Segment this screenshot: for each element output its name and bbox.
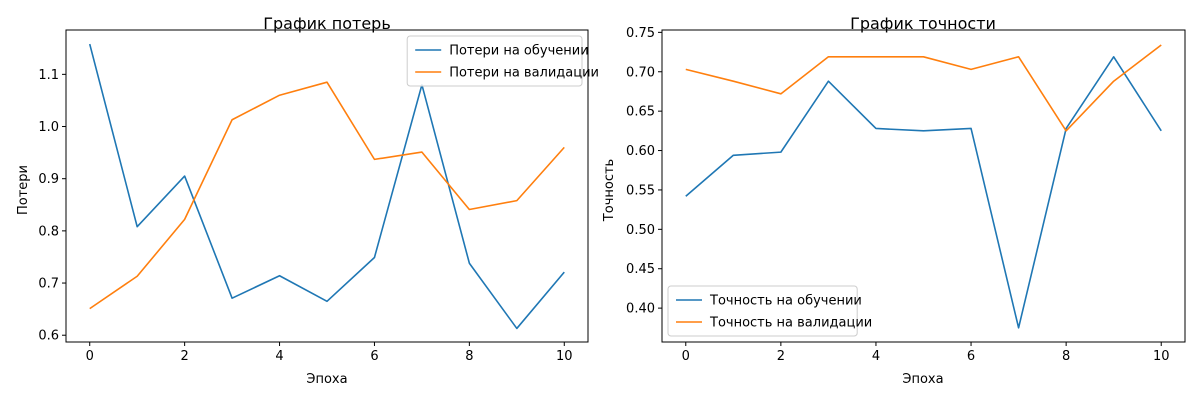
accuracy-chart-marks: 0 2 4 6 8 10 0.40 0.45 0.50 0.55 0.60 0.65 0.70 0.75 <box>626 26 1169 364</box>
loss-chart-ytick-label: 0.8 <box>38 224 59 239</box>
loss-chart-ytick-label: 1.0 <box>38 120 59 135</box>
loss-chart-ytick-label: 1.1 <box>38 68 59 83</box>
accuracy-chart-xlabel: Эпоха <box>902 372 943 387</box>
accuracy-chart-xtick-label: 10 <box>1153 349 1170 364</box>
accuracy-chart-xtick-label: 0 <box>682 349 690 364</box>
accuracy-chart: График точности Эпоха Точность 0 2 4 6 8 10 0.… <box>602 14 1186 387</box>
loss-chart-ylabel: Потери <box>16 165 31 215</box>
loss-chart-legend: Потери на обучении Потери на валидации <box>406 35 599 87</box>
accuracy-chart-title: График точности <box>850 14 996 33</box>
loss-chart-title: График потерь <box>263 14 391 33</box>
accuracy-chart-legend-box <box>667 285 858 337</box>
accuracy-chart-ytick-label: 0.50 <box>626 223 655 238</box>
loss-chart-xtick-label: 10 <box>556 349 573 364</box>
accuracy-chart-ytick-label: 0.65 <box>626 105 655 120</box>
accuracy-chart-xtick-label: 6 <box>967 349 975 364</box>
accuracy-chart-ytick-label: 0.40 <box>626 302 655 317</box>
accuracy-chart-frame <box>661 29 1186 343</box>
accuracy-chart-series-line-0 <box>685 55 1162 329</box>
accuracy-chart-xtick-label: 8 <box>1062 349 1070 364</box>
loss-chart-legend-box <box>406 35 583 87</box>
loss-chart-marks: 0 2 4 6 8 10 0.6 0.7 0.8 0.9 1.0 1.1 <box>38 43 573 364</box>
loss-chart-xtick-label: 6 <box>370 349 378 364</box>
accuracy-chart-xtick-label: 2 <box>777 349 785 364</box>
loss-chart-ytick-label: 0.9 <box>38 172 59 187</box>
loss-chart-xlabel: Эпоха <box>306 372 347 387</box>
accuracy-chart-ytick-label: 0.70 <box>626 65 655 80</box>
accuracy-chart-series-line-1 <box>685 44 1162 132</box>
accuracy-chart-ytick-label: 0.75 <box>626 26 655 41</box>
accuracy-chart-ytick-label: 0.45 <box>626 262 655 277</box>
loss-chart-ytick-label: 0.7 <box>38 277 59 292</box>
loss-chart-xtick-label: 4 <box>275 349 283 364</box>
loss-chart-legend-label: Потери на валидации <box>449 66 599 81</box>
accuracy-chart-ylabel: Точность <box>602 159 617 222</box>
loss-chart: График потерь Эпоха Потери 0 2 4 6 8 10 0.6 0.7… <box>16 14 599 387</box>
accuracy-chart-legend-label: Точность на обучении <box>709 294 862 309</box>
loss-chart-series-line-0 <box>88 43 565 330</box>
loss-chart-ytick-label: 0.6 <box>38 329 59 344</box>
loss-chart-xtick-label: 2 <box>180 349 188 364</box>
loss-chart-frame <box>65 29 589 343</box>
loss-chart-legend-label: Потери на обучении <box>449 44 588 59</box>
accuracy-chart-xtick-label: 4 <box>872 349 880 364</box>
accuracy-chart-legend: Точность на обучении Точность на валидаци… <box>667 285 872 337</box>
accuracy-chart-legend-label: Точность на валидации <box>709 316 872 331</box>
accuracy-chart-ytick-label: 0.55 <box>626 183 655 198</box>
loss-chart-xtick-label: 8 <box>465 349 473 364</box>
loss-chart-series-line-1 <box>89 81 565 310</box>
loss-chart-xtick-label: 0 <box>86 349 94 364</box>
accuracy-chart-ytick-label: 0.60 <box>626 144 655 159</box>
